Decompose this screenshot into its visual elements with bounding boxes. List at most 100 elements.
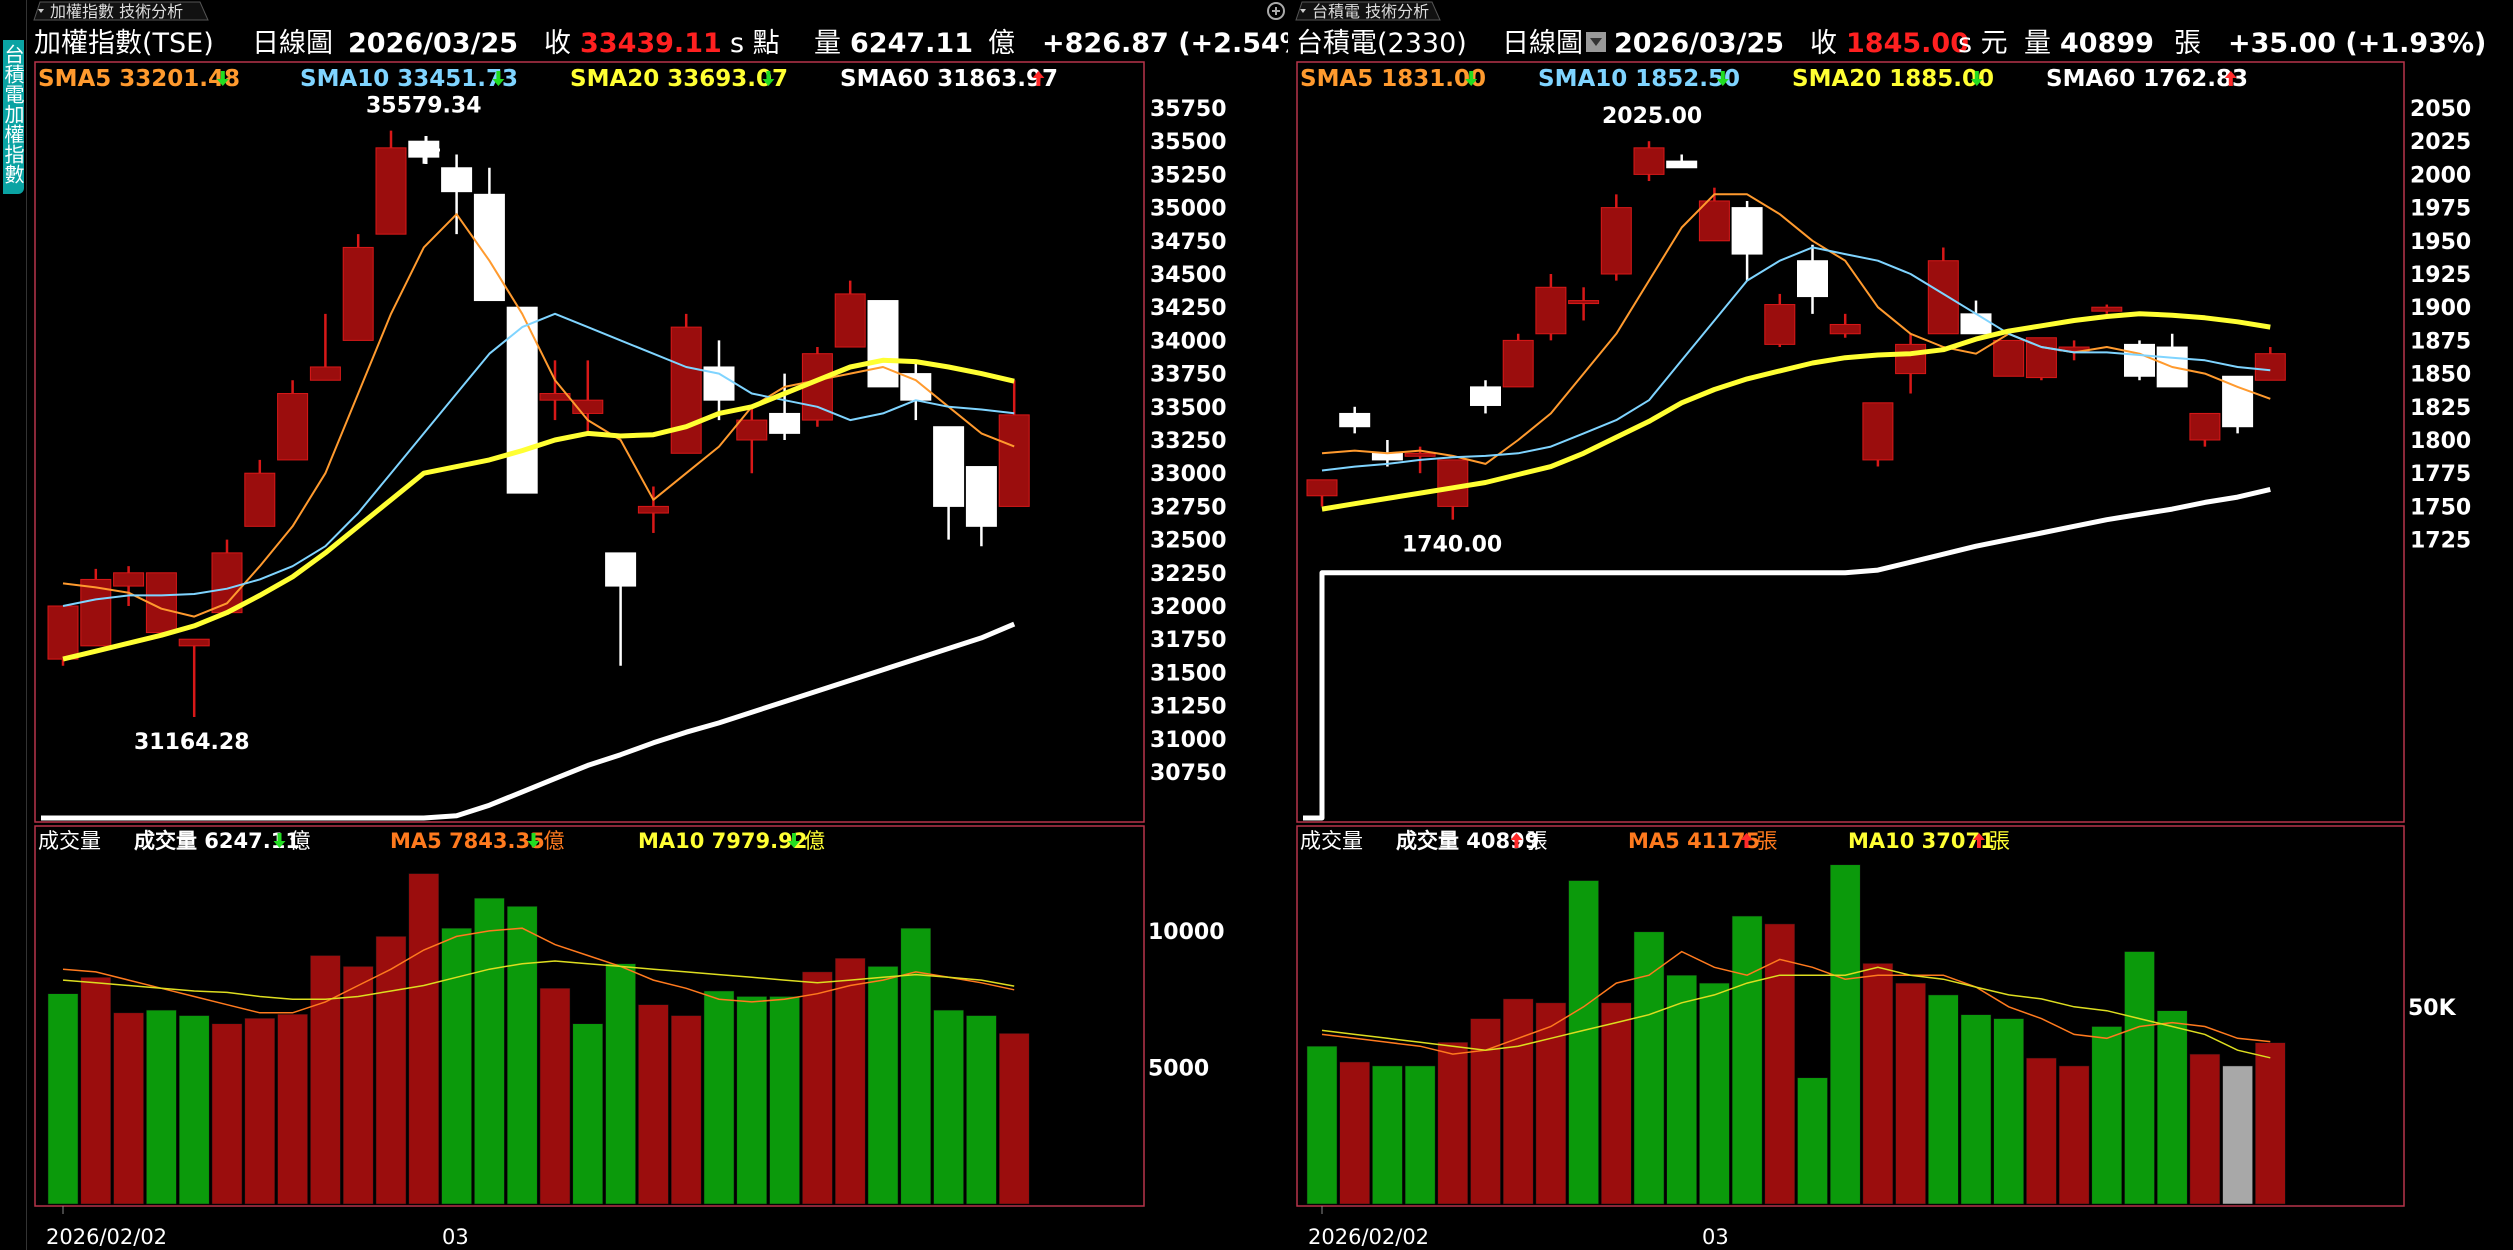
candle-up[interactable] (1862, 402, 1894, 461)
volume-bar[interactable] (2222, 1065, 2253, 1205)
window-tab[interactable] (1295, 1, 1441, 21)
candle-down[interactable] (867, 300, 899, 388)
candle-down[interactable] (605, 552, 637, 587)
candle-up[interactable] (1927, 260, 1959, 335)
volume-bar[interactable] (1928, 994, 1959, 1205)
side-tab-label[interactable]: 台積電加權指數 (1, 40, 25, 194)
candle-down[interactable] (2124, 343, 2155, 377)
volume-bar[interactable] (408, 873, 440, 1205)
volume-bar[interactable] (506, 906, 538, 1205)
candle-up[interactable] (1306, 479, 1338, 497)
volume-bar[interactable] (1731, 915, 1763, 1205)
tab-dropdown-icon[interactable] (38, 9, 44, 13)
candle-up[interactable] (637, 505, 669, 514)
candle-up[interactable] (342, 246, 374, 341)
volume-bar[interactable] (1633, 931, 1665, 1205)
volume-bar[interactable] (474, 897, 505, 1205)
volume-bar[interactable] (802, 971, 833, 1205)
volume-bar[interactable] (342, 966, 374, 1205)
candle-up[interactable] (998, 414, 1030, 507)
candle-down[interactable] (900, 373, 932, 401)
volume-bar[interactable] (1601, 1002, 1632, 1205)
volume-bar[interactable] (966, 1015, 997, 1205)
candle-down[interactable] (933, 426, 965, 507)
volume-bar[interactable] (211, 1023, 243, 1205)
candle-down[interactable] (506, 306, 538, 494)
candle-down[interactable] (1960, 313, 1992, 335)
tab-label[interactable]: 加權指數 技術分析 (50, 2, 183, 21)
candle-up[interactable] (1829, 323, 1861, 335)
candle-down[interactable] (769, 412, 801, 434)
candle-up[interactable] (113, 572, 145, 587)
candle-down[interactable] (441, 167, 473, 193)
tab-label[interactable]: 台積電 技術分析 (1312, 2, 1429, 21)
volume-bar[interactable] (1306, 1045, 1338, 1205)
volume-bar[interactable] (1502, 998, 1534, 1205)
candle-down[interactable] (1731, 207, 1763, 255)
candle-down[interactable] (1339, 412, 1371, 428)
candle-up[interactable] (1633, 147, 1665, 175)
candle-up[interactable] (277, 393, 309, 461)
volume-bar[interactable] (2058, 1065, 2090, 1205)
candle-up[interactable] (1502, 339, 1534, 388)
candle-up[interactable] (1698, 200, 1730, 242)
candle-down[interactable] (1797, 260, 1828, 298)
candle-up[interactable] (1764, 304, 1796, 345)
volume-bar[interactable] (769, 996, 800, 1205)
candle-up[interactable] (178, 638, 210, 647)
volume-bar[interactable] (1895, 982, 1926, 1205)
candle-up[interactable] (834, 293, 866, 348)
volume-bar[interactable] (80, 977, 112, 1205)
candle-up[interactable] (2091, 306, 2123, 312)
tab-dropdown-icon[interactable] (1300, 9, 1306, 13)
volume-bar[interactable] (277, 1013, 308, 1205)
volume-bar[interactable] (703, 990, 735, 1205)
volume-bar[interactable] (1568, 880, 1599, 1205)
volume-bar[interactable] (2189, 1053, 2221, 1205)
volume-bar[interactable] (867, 966, 899, 1205)
volume-bar[interactable] (1993, 1018, 2024, 1205)
candle-up[interactable] (736, 419, 768, 441)
candle-up[interactable] (145, 572, 177, 634)
volume-bar[interactable] (638, 1004, 669, 1205)
volume-bar[interactable] (47, 993, 79, 1205)
candle-up[interactable] (80, 578, 112, 647)
candle-up[interactable] (244, 472, 276, 527)
volume-bar[interactable] (1666, 974, 1697, 1205)
candle-up[interactable] (1568, 300, 1600, 305)
volume-bar[interactable] (2026, 1057, 2057, 1205)
candle-up[interactable] (670, 326, 702, 454)
candle-down[interactable] (1470, 386, 1501, 406)
volume-bar[interactable] (670, 1015, 702, 1205)
candle-up[interactable] (1600, 207, 1632, 275)
volume-bar[interactable] (933, 1009, 964, 1205)
volume-bar[interactable] (1535, 1002, 1567, 1205)
volume-bar[interactable] (2124, 951, 2155, 1205)
volume-bar[interactable] (539, 988, 571, 1205)
volume-bar[interactable] (1764, 923, 1796, 1205)
candle-up[interactable] (2189, 412, 2221, 441)
volume-bar[interactable] (1404, 1065, 1436, 1205)
volume-bar[interactable] (2091, 1026, 2123, 1205)
volume-bar[interactable] (1372, 1065, 1403, 1205)
close-icon[interactable] (1267, 2, 1285, 20)
volume-bar[interactable] (900, 927, 932, 1205)
candle-up[interactable] (1895, 343, 1927, 375)
candle-up[interactable] (375, 147, 407, 235)
candle-up[interactable] (309, 366, 341, 381)
volume-bar[interactable] (1960, 1014, 1992, 1205)
volume-bar[interactable] (375, 936, 407, 1205)
candle-down[interactable] (2222, 375, 2254, 428)
volume-bar[interactable] (605, 963, 636, 1205)
volume-bar[interactable] (113, 1012, 144, 1205)
volume-bar[interactable] (1829, 864, 1861, 1205)
volume-bar[interactable] (1339, 1061, 1370, 1205)
volume-bar[interactable] (1797, 1077, 1828, 1205)
candle-up[interactable] (47, 605, 79, 660)
candle-up[interactable] (2254, 353, 2286, 381)
volume-bar[interactable] (146, 1009, 177, 1205)
candle-up[interactable] (2025, 337, 2057, 379)
candle-down[interactable] (965, 466, 997, 527)
